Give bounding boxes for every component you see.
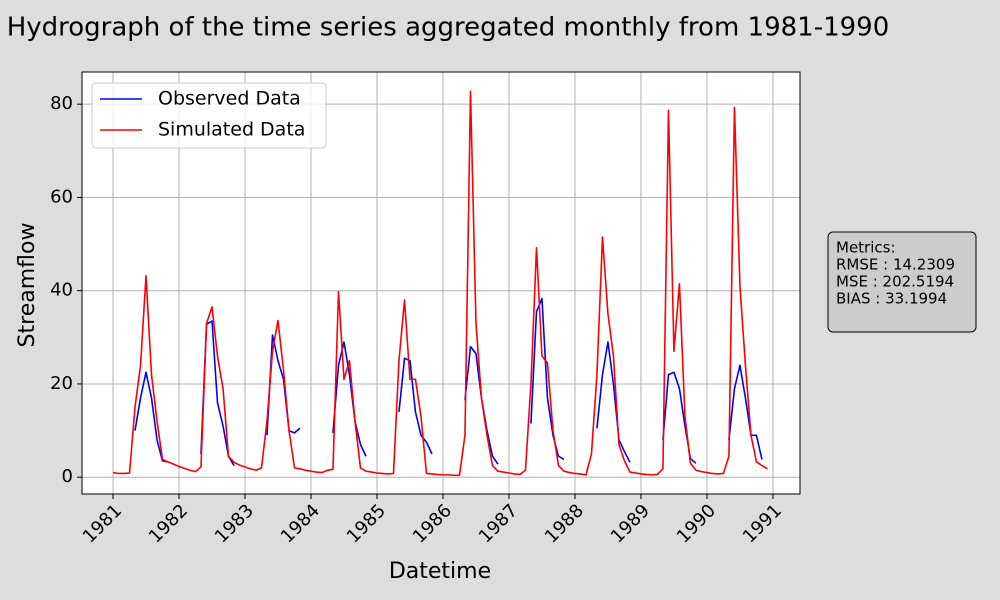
metrics-line: MSE : 202.5194 [836,273,954,291]
x-axis-label: Datetime [389,559,491,584]
metrics-box: Metrics: RMSE : 14.2309 MSE : 202.5194 B… [827,231,977,333]
metrics-line: BIAS : 33.1994 [836,290,947,308]
metrics-line: RMSE : 14.2309 [836,256,955,274]
y-tick-label: 40 [50,280,73,301]
y-axis-label: Streamflow [15,223,40,348]
chart-title: Hydrograph of the time series aggregated… [7,13,890,43]
legend: Observed Data Simulated Data [91,82,327,149]
legend-frame [91,82,327,149]
metrics-frame [827,231,977,333]
series-line [112,90,768,477]
legend-label: Simulated Data [158,119,305,141]
metrics-title: Metrics: [836,239,896,257]
y-tick-label: 20 [50,373,73,394]
legend-label: Observed Data [158,88,301,110]
y-tick-label: 60 [50,186,73,207]
y-tick-label: 80 [50,93,73,114]
marks [112,90,768,477]
y-tick-label: 0 [62,466,73,487]
plot-frame [81,71,801,495]
